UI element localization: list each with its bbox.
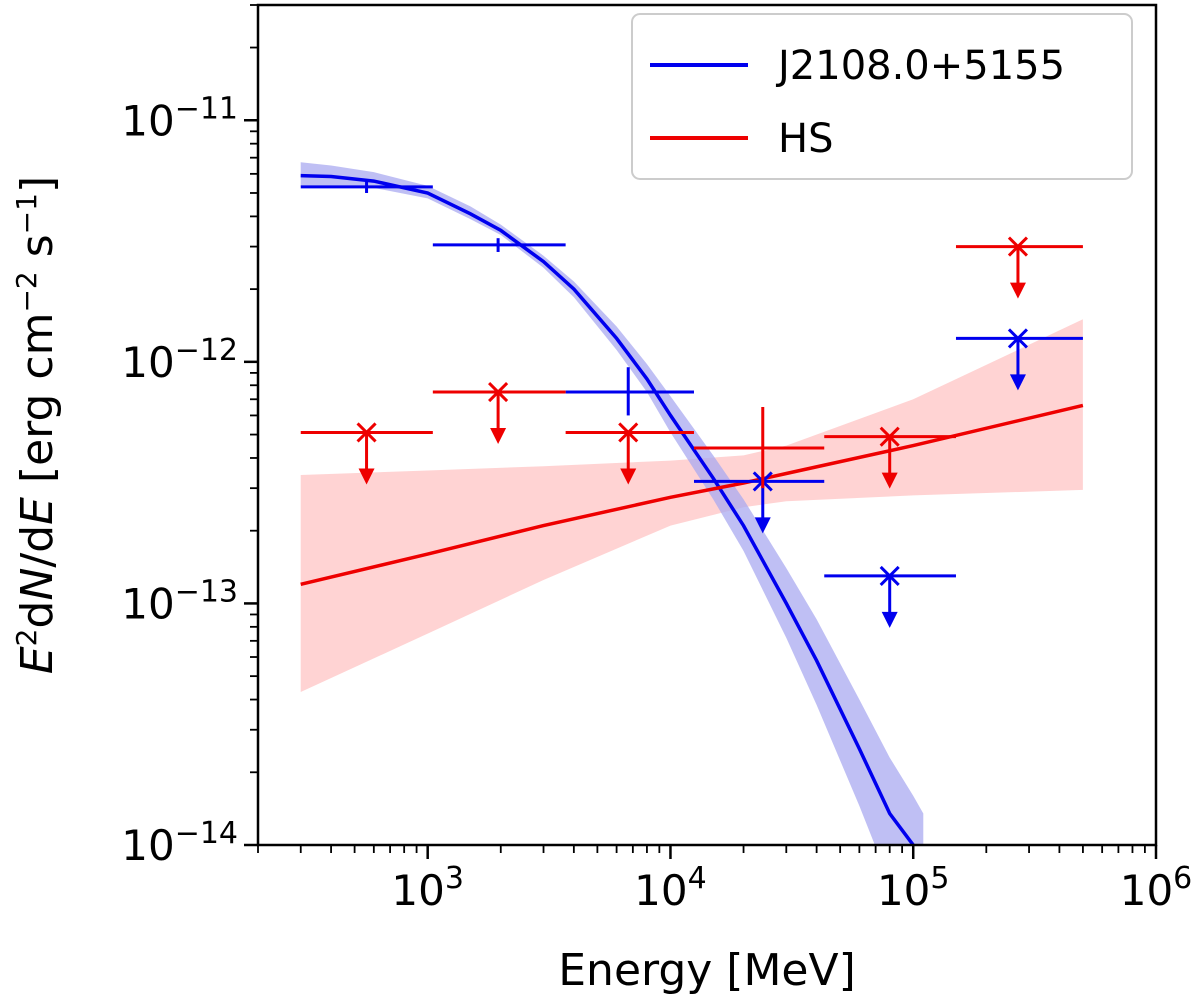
band-hs <box>300 319 1083 692</box>
model-line-hs <box>300 403 1084 587</box>
legend-label-j2108: J2108.0+5155 <box>775 43 1065 89</box>
y-tick-label-m11: 10−11 <box>121 91 238 146</box>
plot-frame <box>256 3 1158 847</box>
point-hs-5 <box>824 426 956 489</box>
model-line-j2108-0-5155 <box>300 173 916 845</box>
ul-arrow-head-hs-5 <box>881 472 898 489</box>
point-hs-3 <box>565 422 694 485</box>
point-hs-6 <box>955 236 1083 299</box>
point-hs-1 <box>300 422 433 485</box>
point-hs-2 <box>432 381 566 445</box>
ul-arrow-head-hs-3 <box>620 468 637 485</box>
ul-arrow-head-j2108-0-5155-4 <box>754 517 771 534</box>
x-tick-label-4: 104 <box>634 861 707 916</box>
model-curves <box>300 173 1084 845</box>
x-tick-label-5: 105 <box>877 861 950 916</box>
y-tick-label-m14: 10−14 <box>121 816 238 871</box>
point-hs-4 <box>693 407 825 489</box>
legend-label-hs: HS <box>778 116 833 162</box>
x-axis-label: Energy [MeV] <box>558 945 856 996</box>
legend-box <box>631 13 1133 180</box>
y-tick-label-m12: 10−12 <box>121 332 238 387</box>
ul-arrow-head-j2108-0-5155-5 <box>881 611 898 628</box>
axis-ticks <box>244 4 1158 859</box>
point-j2108-0-5155-1 <box>300 181 433 193</box>
point-j2108-0-5155-2 <box>432 238 566 252</box>
tick-labels: 103 104 105 106 10−14 10−13 10−12 10−11 <box>121 91 1192 915</box>
ul-arrow-head-hs-2 <box>490 428 507 445</box>
band-j2108-0-5155 <box>300 162 924 845</box>
x-tick-label-3: 103 <box>391 861 464 916</box>
legend: J2108.0+5155 HS <box>631 13 1133 180</box>
y-tick-label-m13: 10−13 <box>121 574 238 629</box>
point-j2108-0-5155-5 <box>824 565 956 628</box>
data-points <box>300 181 1083 628</box>
ul-arrow-head-hs-6 <box>1009 282 1026 299</box>
ul-arrow-head-hs-1 <box>358 468 375 485</box>
x-tick-label-6: 106 <box>1120 861 1193 916</box>
y-axis-label: E2dN/dE [erg cm−2 s−1] <box>10 176 64 674</box>
confidence-bands <box>300 162 1083 845</box>
point-j2108-0-5155-6 <box>955 328 1083 391</box>
point-j2108-0-5155-3 <box>565 367 694 416</box>
ul-arrow-head-j2108-0-5155-6 <box>1009 374 1026 391</box>
